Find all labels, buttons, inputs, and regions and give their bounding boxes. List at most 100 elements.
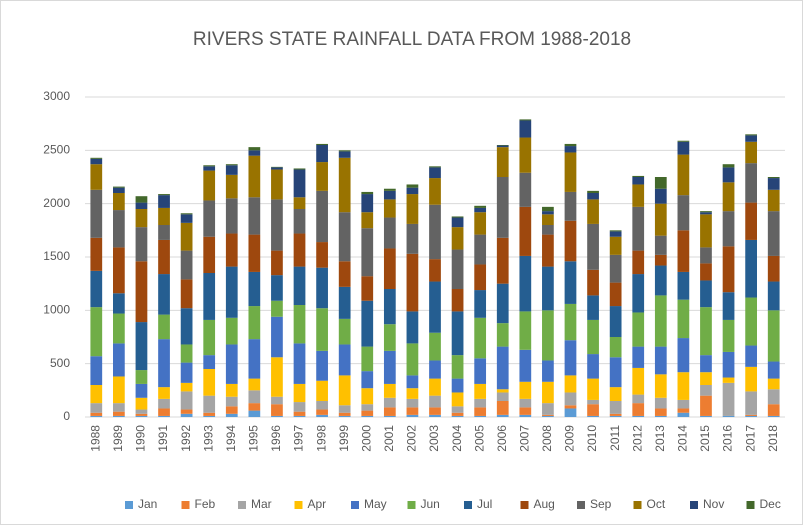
bar-segment [293, 415, 306, 417]
bar-segment [677, 141, 690, 155]
bar-segment [271, 250, 283, 276]
bar-segment [135, 383, 148, 398]
bar-segment [767, 378, 780, 390]
legend-swatch [125, 501, 133, 509]
bar-segment [654, 295, 667, 347]
bar-segment [225, 406, 238, 414]
bar-segment [383, 383, 396, 398]
bar-segment [180, 279, 193, 309]
bar-segment [203, 165, 216, 167]
bar-segment [383, 289, 396, 325]
x-tick-label: 2018 [766, 425, 780, 452]
bar-segment [113, 247, 125, 294]
bar-segment [429, 395, 441, 408]
bar-segment [338, 375, 351, 406]
bar-segment [293, 411, 306, 416]
bar-segment [767, 189, 780, 212]
bar-segment [406, 414, 419, 417]
bar-segment [225, 396, 238, 407]
bar-segment [203, 415, 216, 417]
bar-segment [429, 204, 441, 260]
bar-segment [113, 193, 125, 211]
legend-label: Sep [590, 497, 612, 511]
bar-segment [158, 207, 170, 225]
bar-segment [429, 332, 441, 361]
x-tick-label: 1990 [134, 425, 148, 452]
bar-segment [225, 317, 238, 345]
bar-segment [406, 194, 419, 224]
legend-label: Feb [195, 497, 216, 511]
bar-segment [271, 167, 283, 170]
bar-segment [406, 184, 419, 188]
bar-segment [722, 164, 735, 168]
bar-segment [248, 147, 261, 151]
bar-segment [271, 396, 283, 405]
bar-segment [677, 299, 690, 339]
bar-segment [654, 265, 667, 296]
bar-segment [113, 313, 125, 344]
bar-segment [338, 261, 351, 287]
bar-segment [293, 266, 306, 305]
bar-segment [496, 237, 509, 284]
x-tick-label: 1989 [111, 425, 125, 452]
bar-segment [632, 274, 645, 313]
x-tick-label: 2003 [427, 425, 441, 452]
bar-segment [113, 415, 125, 417]
bar-segment [203, 166, 216, 171]
legend-swatch [294, 501, 303, 509]
legend-swatch [238, 501, 246, 509]
x-tick-label: 2001 [382, 425, 396, 452]
bar-segment [451, 406, 464, 413]
bar-segment [451, 289, 464, 312]
legend-label: Nov [703, 497, 724, 511]
bar-segment [564, 405, 577, 409]
bar-segment [113, 186, 125, 188]
bar-segment [113, 411, 125, 416]
bar-segment [722, 167, 735, 183]
bar-segment [451, 249, 464, 289]
legend-label: Oct [647, 497, 666, 511]
bar-segment [767, 415, 780, 417]
bar-segment [745, 391, 757, 415]
bar-segment [203, 170, 216, 201]
bar-segment [158, 387, 170, 399]
bar-segment [271, 166, 283, 168]
x-tick-label: 2012 [630, 425, 644, 452]
bar-segment [203, 273, 216, 320]
bar-segment [293, 197, 306, 209]
bar-segment [406, 388, 419, 399]
bar-segment [90, 307, 103, 357]
bar-segment [180, 250, 193, 280]
bar-segment [632, 175, 645, 177]
bar-segment [135, 209, 148, 228]
bar-segment [316, 350, 328, 381]
bar-segment [180, 214, 193, 223]
bar-segment [248, 155, 261, 198]
x-tick-label: 2006 [495, 425, 509, 452]
bar-segment [474, 264, 487, 291]
bar-segment [293, 209, 306, 234]
bar-segment [316, 267, 328, 309]
bar-segment [338, 150, 351, 152]
bar-segment [587, 404, 599, 416]
bar-segment [745, 239, 757, 298]
bar-segment [293, 233, 306, 267]
bar-segment [542, 211, 554, 215]
bar-segment [654, 374, 667, 398]
x-tick-label: 1999 [337, 425, 351, 452]
bar-segment [654, 397, 667, 409]
bar-segment [406, 343, 419, 376]
bar-segment [564, 143, 577, 147]
bar-segment [677, 195, 690, 231]
bar-segment [767, 361, 780, 379]
x-tick-label: 2000 [359, 425, 373, 452]
bar-segment [293, 402, 306, 412]
bar-segment [225, 165, 238, 175]
bar-segment [361, 346, 374, 372]
bar-segment [406, 398, 419, 408]
bar-segment [609, 387, 622, 401]
bar-segment [677, 399, 690, 409]
bar-segment [745, 414, 757, 416]
bar-segment [383, 248, 396, 289]
